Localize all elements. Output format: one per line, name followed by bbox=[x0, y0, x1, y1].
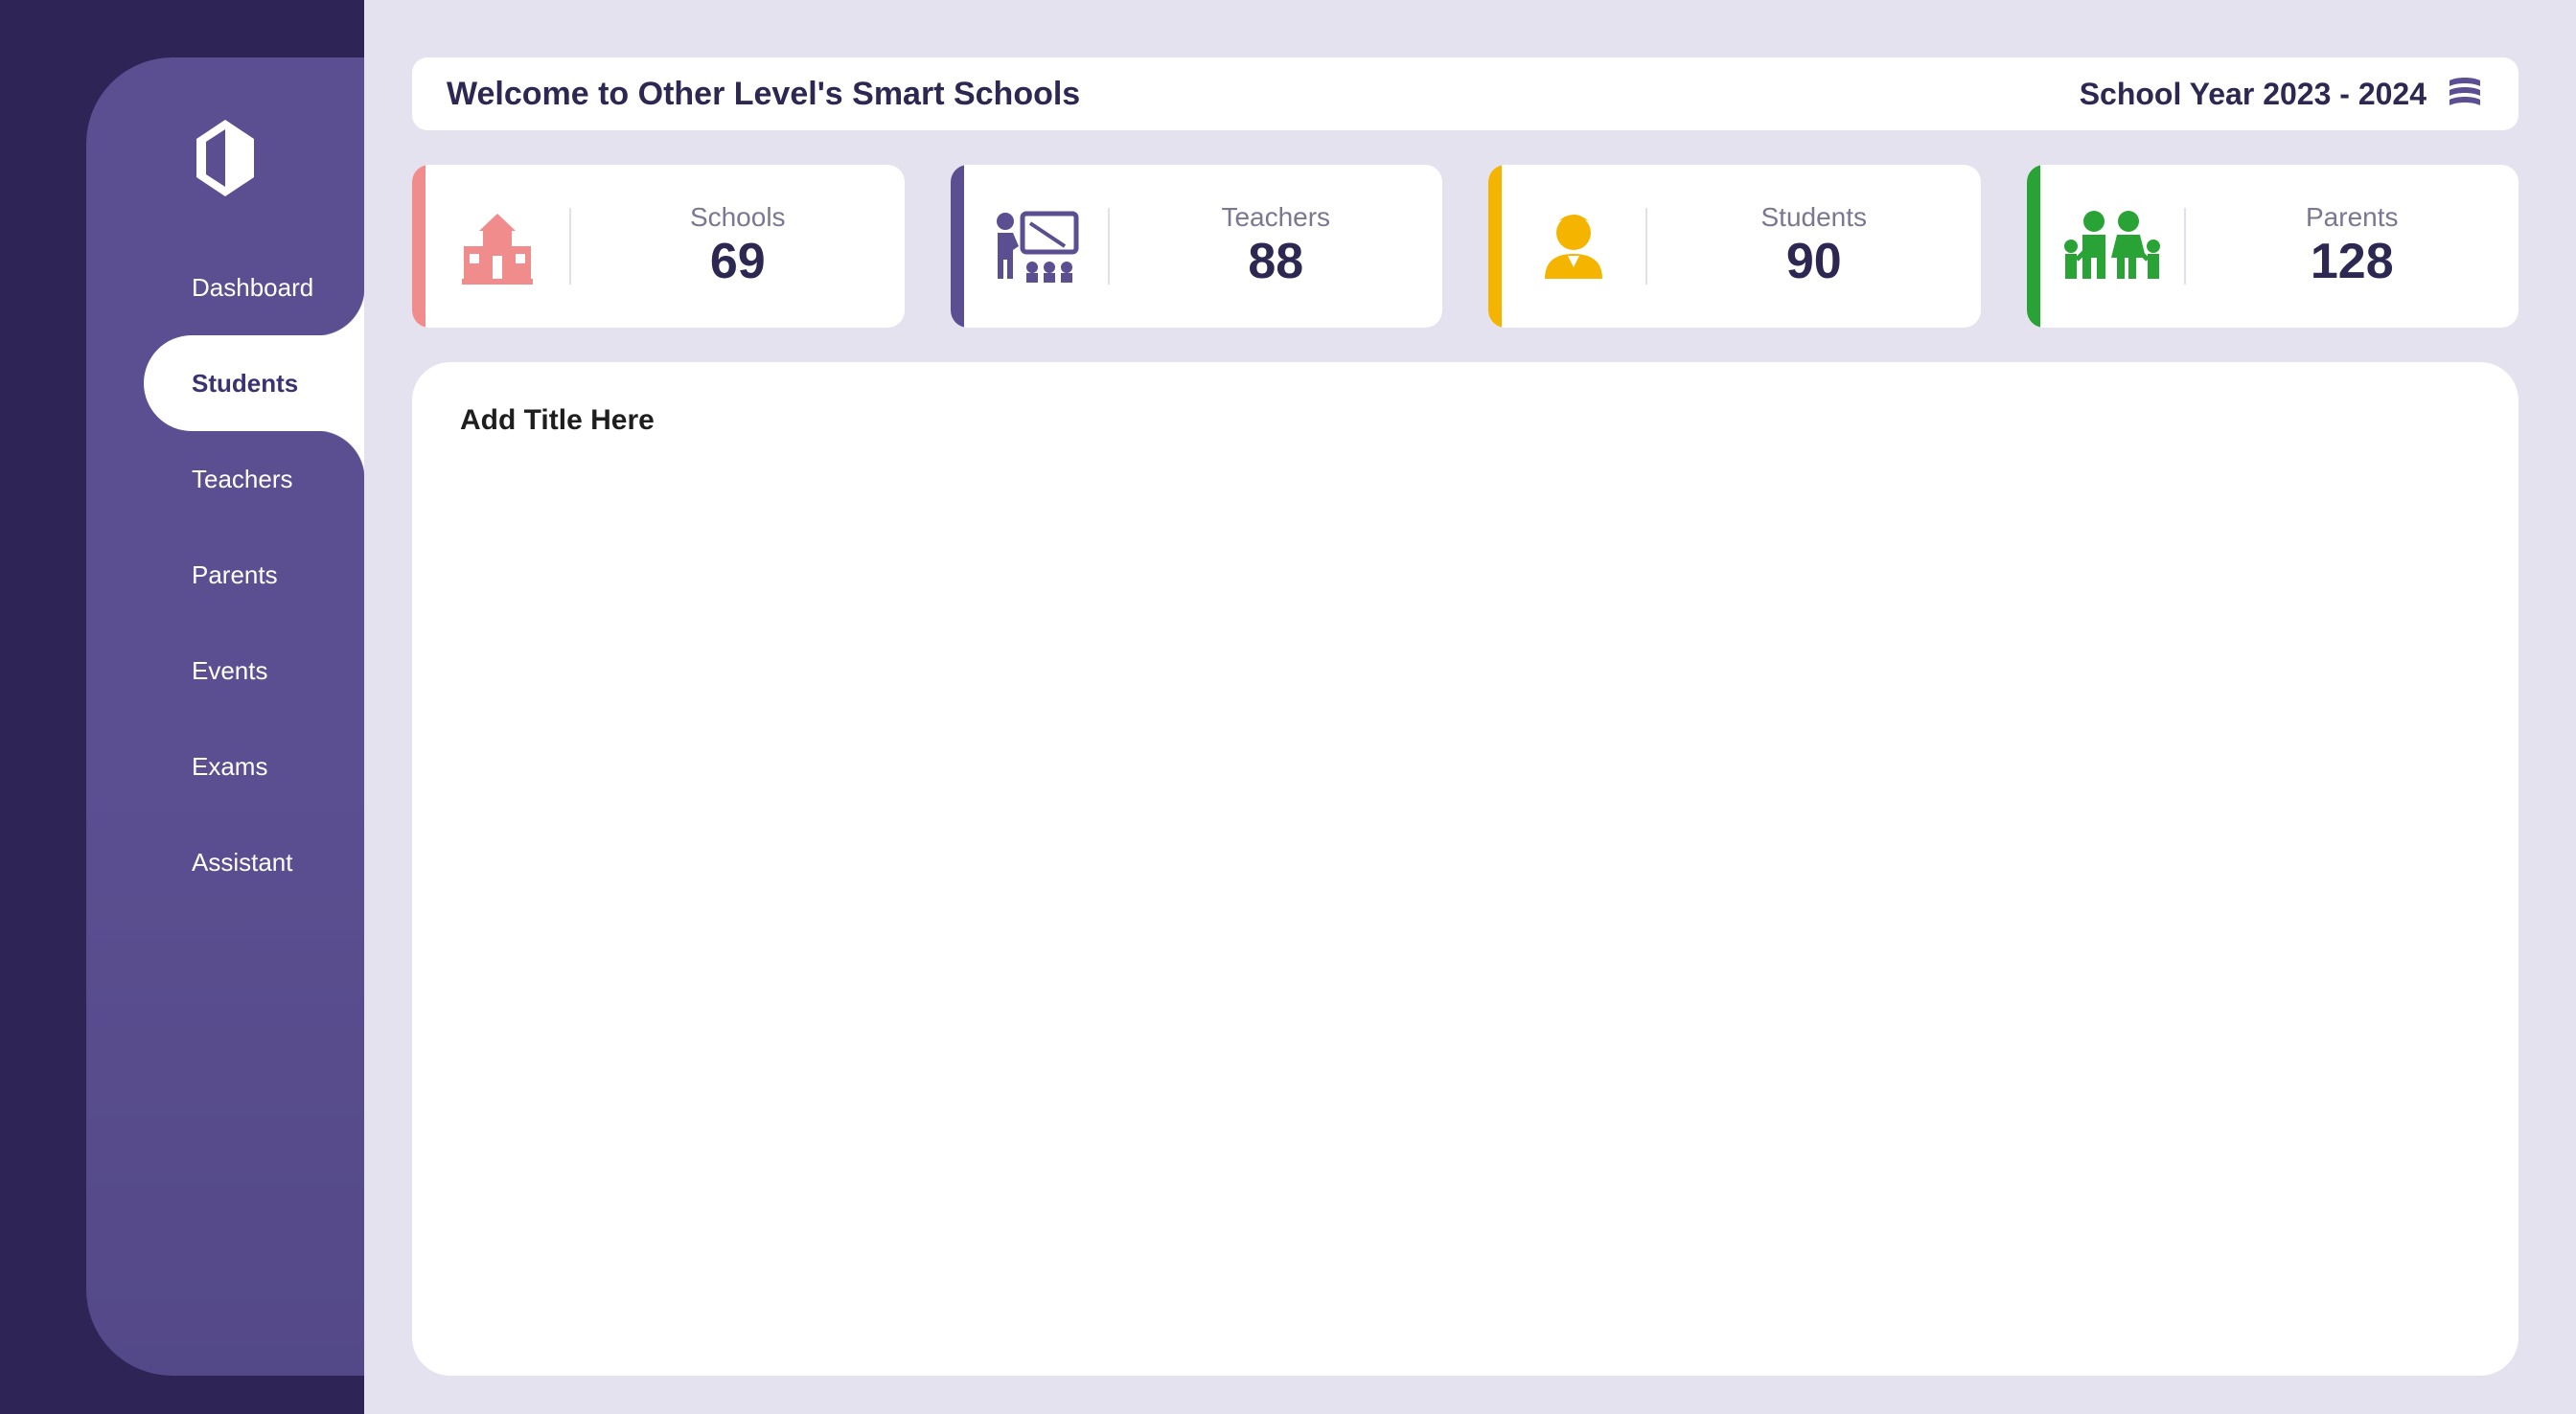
nav-item-exams[interactable]: Exams bbox=[86, 718, 364, 814]
teacher-icon bbox=[964, 208, 1108, 285]
nav-label: Exams bbox=[192, 752, 267, 782]
stat-accent bbox=[412, 165, 426, 328]
header-bar: Welcome to Other Level's Smart Schools S… bbox=[412, 57, 2518, 130]
stat-label: Students bbox=[1760, 202, 1867, 233]
page-title: Welcome to Other Level's Smart Schools bbox=[447, 76, 1080, 113]
nav-item-assistant[interactable]: Assistant bbox=[86, 814, 364, 910]
sidebar: Dashboard Students Teachers Parents Even… bbox=[86, 57, 364, 1376]
stat-label: Schools bbox=[690, 202, 786, 233]
books-icon bbox=[2446, 77, 2484, 111]
nav-label: Teachers bbox=[192, 465, 293, 494]
main: Welcome to Other Level's Smart Schools S… bbox=[412, 57, 2518, 1376]
stat-label: Parents bbox=[2306, 202, 2399, 233]
stat-text: Teachers 88 bbox=[1110, 202, 1443, 290]
stat-value: 90 bbox=[1786, 233, 1842, 290]
nav-item-parents[interactable]: Parents bbox=[86, 527, 364, 623]
stat-card-parents[interactable]: Parents 128 bbox=[2027, 165, 2519, 328]
stat-value: 88 bbox=[1248, 233, 1303, 290]
nav-label: Events bbox=[192, 656, 268, 686]
logo bbox=[86, 115, 364, 201]
nav-label: Students bbox=[192, 369, 298, 399]
logo-icon bbox=[187, 115, 264, 201]
nav-label: Parents bbox=[192, 560, 278, 590]
nav-item-teachers[interactable]: Teachers bbox=[86, 431, 364, 527]
stat-accent bbox=[2027, 165, 2040, 328]
nav: Dashboard Students Teachers Parents Even… bbox=[86, 239, 364, 910]
stats-row: Schools 69 Teachers 88 bbox=[412, 165, 2518, 328]
nav-item-events[interactable]: Events bbox=[86, 623, 364, 718]
student-icon bbox=[1502, 208, 1645, 285]
school-year: School Year 2023 - 2024 bbox=[2080, 77, 2426, 112]
header-right: School Year 2023 - 2024 bbox=[2080, 77, 2484, 112]
nav-label: Dashboard bbox=[192, 273, 313, 303]
stat-card-students[interactable]: Students 90 bbox=[1488, 165, 1981, 328]
nav-item-students[interactable]: Students bbox=[144, 335, 364, 431]
stat-value: 128 bbox=[2311, 233, 2394, 290]
stat-card-teachers[interactable]: Teachers 88 bbox=[951, 165, 1443, 328]
content-card: Add Title Here bbox=[412, 362, 2518, 1376]
content-title: Add Title Here bbox=[460, 404, 2471, 437]
stat-accent bbox=[1488, 165, 1502, 328]
stat-text: Parents 128 bbox=[2186, 202, 2519, 290]
school-icon bbox=[426, 208, 569, 285]
nav-label: Assistant bbox=[192, 848, 293, 878]
stat-card-schools[interactable]: Schools 69 bbox=[412, 165, 905, 328]
stat-label: Teachers bbox=[1221, 202, 1330, 233]
stat-text: Schools 69 bbox=[571, 202, 905, 290]
stat-text: Students 90 bbox=[1647, 202, 1981, 290]
parents-icon bbox=[2040, 208, 2184, 285]
stat-value: 69 bbox=[710, 233, 766, 290]
stat-accent bbox=[951, 165, 964, 328]
